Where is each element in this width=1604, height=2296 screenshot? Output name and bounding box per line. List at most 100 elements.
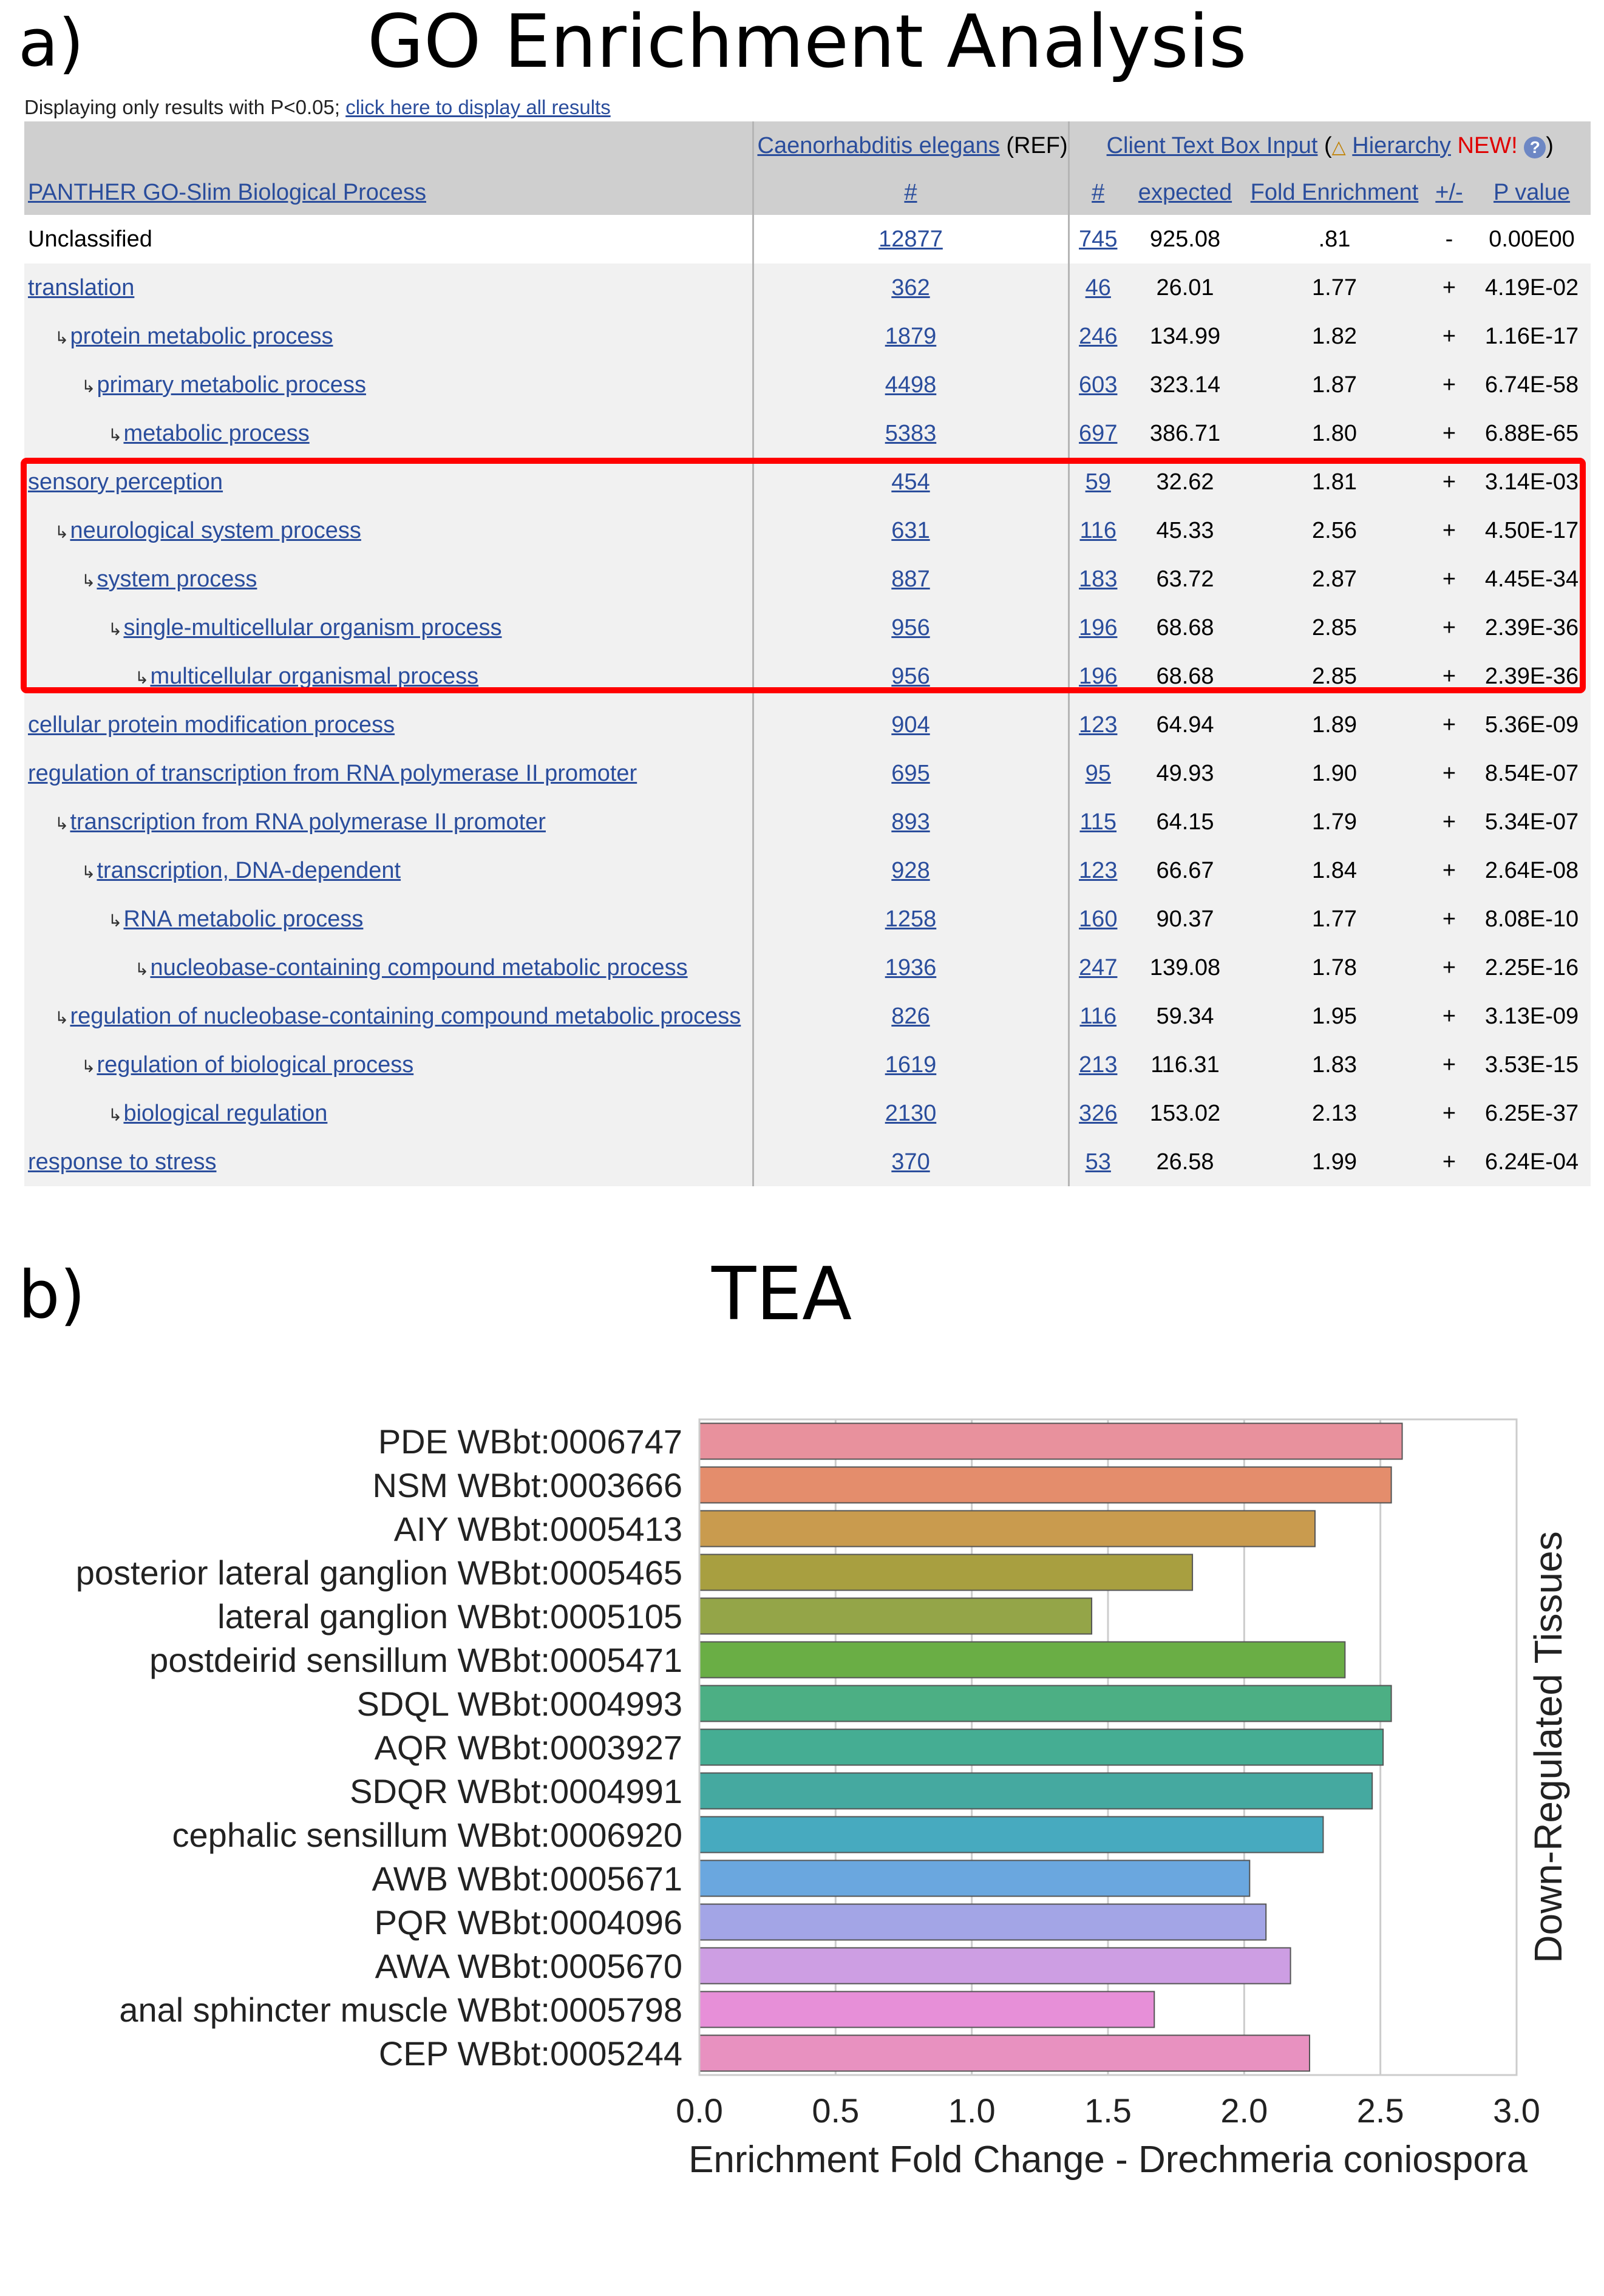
sort-sign-link[interactable]: +/-	[1435, 179, 1463, 205]
count-link[interactable]: 196	[1079, 614, 1118, 640]
question-icon[interactable]: ?	[1524, 136, 1546, 158]
fold-enrichment-cell: 2.85	[1243, 603, 1426, 652]
category-label: NSM WBbt:0003666	[373, 1466, 682, 1504]
new-badge: NEW!	[1457, 132, 1518, 158]
ref-count-link[interactable]: 1258	[885, 906, 937, 932]
fold-enrichment-cell: 1.84	[1243, 846, 1426, 895]
count-link[interactable]: 745	[1079, 226, 1118, 252]
count-link[interactable]: 213	[1079, 1051, 1118, 1078]
count-link[interactable]: 603	[1079, 372, 1118, 398]
ref-count-link[interactable]: 956	[891, 663, 930, 689]
hierarchy-link[interactable]: Hierarchy	[1352, 132, 1451, 158]
ref-count-link[interactable]: 454	[891, 469, 930, 495]
process-name[interactable]: regulation of nucleobase-containing comp…	[70, 1003, 741, 1029]
count-link[interactable]: 115	[1079, 809, 1117, 835]
process-name[interactable]: transcription, DNA-dependent	[97, 857, 401, 883]
ref-count-link[interactable]: 370	[891, 1149, 930, 1175]
ref-count-link[interactable]: 4498	[885, 372, 937, 398]
count-link[interactable]: 697	[1079, 420, 1118, 446]
process-name[interactable]: nucleobase-containing compound metabolic…	[150, 954, 688, 980]
process-cell: ↳system process	[24, 555, 754, 603]
ref-count-link[interactable]: 631	[891, 517, 930, 543]
sign-cell: +	[1426, 409, 1473, 458]
ref-organism-link[interactable]: Caenorhabditis elegans	[757, 132, 1000, 158]
fold-enrichment-cell: 1.80	[1243, 409, 1426, 458]
ref-count-link[interactable]: 5383	[885, 420, 937, 446]
count-link[interactable]: 116	[1079, 1003, 1117, 1029]
process-name[interactable]: biological regulation	[123, 1100, 328, 1126]
process-name[interactable]: multicellular organismal process	[150, 663, 479, 689]
ref-count-link[interactable]: 2130	[885, 1100, 937, 1126]
ref-count-link[interactable]: 12877	[878, 226, 943, 252]
bar	[699, 1554, 1194, 1591]
count-link[interactable]: 196	[1079, 663, 1118, 689]
child-arrow-icon: ↳	[135, 959, 149, 979]
ref-count-link[interactable]: 956	[891, 614, 930, 640]
table-row: ↳RNA metabolic process 1258 160 90.37 1.77 +8…	[24, 895, 1591, 943]
ref-count-link[interactable]: 826	[891, 1003, 930, 1029]
count-cell: 183	[1069, 555, 1127, 603]
sort-expected-link[interactable]: expected	[1138, 179, 1232, 205]
ref-count-link[interactable]: 1936	[885, 954, 937, 980]
ref-count-cell: 370	[753, 1138, 1070, 1186]
child-arrow-icon: ↳	[55, 813, 69, 833]
count-link[interactable]: 95	[1085, 760, 1111, 786]
count-link[interactable]: 123	[1079, 857, 1118, 883]
process-cell: ↳regulation of nucleobase-containing com…	[24, 992, 754, 1041]
sort-count-link[interactable]: #	[1092, 179, 1105, 205]
sort-ref-count-link[interactable]: #	[904, 179, 917, 205]
process-name[interactable]: translation	[28, 274, 135, 301]
display-all-results-link[interactable]: click here to display all results	[345, 96, 611, 118]
table-row: ↳biological regulation 2130 326 153.02 2.13 +…	[24, 1089, 1591, 1138]
client-input-link[interactable]: Client Text Box Input	[1106, 132, 1318, 158]
process-cell: translation	[24, 263, 754, 312]
count-cell: 326	[1069, 1089, 1127, 1138]
process-name[interactable]: primary metabolic process	[97, 372, 366, 398]
sort-process-link[interactable]: PANTHER GO-Slim Biological Process	[28, 179, 427, 205]
process-name[interactable]: response to stress	[28, 1149, 217, 1175]
child-arrow-icon: ↳	[81, 571, 96, 590]
process-name[interactable]: metabolic process	[123, 420, 310, 446]
process-name[interactable]: sensory perception	[28, 469, 223, 495]
fold-enrichment-cell: 1.99	[1243, 1138, 1426, 1186]
fold-enrichment-cell: 1.81	[1243, 458, 1426, 506]
ref-count-link[interactable]: 695	[891, 760, 930, 786]
count-link[interactable]: 123	[1079, 712, 1118, 738]
sort-fold-link[interactable]: Fold Enrichment	[1250, 179, 1419, 205]
table-row: sensory perception 454 59 32.62 1.81 +3.14E-0…	[24, 458, 1591, 506]
child-arrow-icon: ↳	[81, 376, 96, 396]
bar	[699, 1597, 1093, 1635]
process-name[interactable]: regulation of biological process	[97, 1051, 414, 1078]
sort-p-value-link[interactable]: P value	[1493, 179, 1571, 205]
process-name[interactable]: RNA metabolic process	[123, 906, 364, 932]
count-link[interactable]: 53	[1085, 1149, 1111, 1175]
table-row: Unclassified 12877 745 925.08.81-0.00E00	[24, 215, 1591, 263]
count-link[interactable]: 247	[1079, 954, 1118, 980]
ref-count-link[interactable]: 362	[891, 274, 930, 301]
table-row: ↳neurological system process 631 116 45.33 2…	[24, 506, 1591, 555]
count-link[interactable]: 59	[1085, 469, 1111, 495]
count-link[interactable]: 160	[1079, 906, 1118, 932]
expected-cell: 64.15	[1127, 798, 1243, 846]
process-name[interactable]: neurological system process	[70, 517, 361, 543]
count-link[interactable]: 326	[1079, 1100, 1118, 1126]
process-name[interactable]: transcription from RNA polymerase II pro…	[70, 809, 546, 835]
process-cell: response to stress	[24, 1138, 754, 1186]
process-name[interactable]: single-multicellular organism process	[123, 614, 502, 640]
count-link[interactable]: 116	[1079, 517, 1117, 543]
count-link[interactable]: 46	[1085, 274, 1111, 301]
count-link[interactable]: 183	[1079, 566, 1118, 592]
process-name[interactable]: cellular protein modification process	[28, 712, 395, 738]
process-name[interactable]: regulation of transcription from RNA pol…	[28, 760, 637, 786]
sign-cell: +	[1426, 312, 1473, 361]
ref-count-link[interactable]: 893	[891, 809, 930, 835]
ref-count-link[interactable]: 1879	[885, 323, 937, 349]
process-name[interactable]: system process	[97, 566, 257, 592]
ref-count-cell: 956	[753, 652, 1070, 701]
ref-count-link[interactable]: 887	[891, 566, 930, 592]
process-name[interactable]: protein metabolic process	[70, 323, 333, 349]
ref-count-link[interactable]: 1619	[885, 1051, 937, 1078]
count-link[interactable]: 246	[1079, 323, 1118, 349]
ref-count-link[interactable]: 928	[891, 857, 930, 883]
ref-count-link[interactable]: 904	[891, 712, 930, 738]
